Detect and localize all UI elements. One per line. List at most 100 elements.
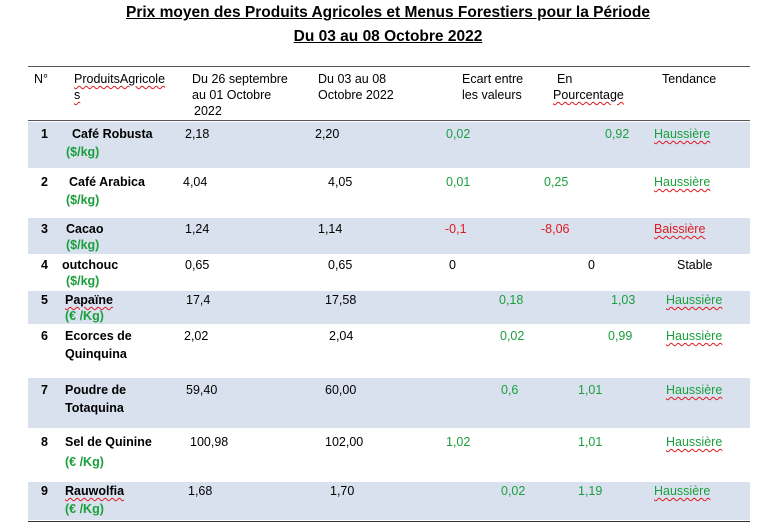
product-name: Sel de Quinine xyxy=(65,435,152,449)
current-price: 60,00 xyxy=(325,383,357,397)
row-number: 9 xyxy=(41,484,48,498)
price-gap: 1,02 xyxy=(446,435,471,449)
row-number: 1 xyxy=(41,127,48,141)
current-price: 1,14 xyxy=(318,222,343,236)
price-gap: 0,01 xyxy=(446,175,471,189)
trend-label: Haussière xyxy=(666,329,723,343)
product-name: Poudre de xyxy=(65,383,127,397)
percent-change: 1,01 xyxy=(578,435,603,449)
table-row: 2 Café Arabica ($/kg) 4,04 4,05 0,01 0,2… xyxy=(28,170,750,216)
price-gap: 0,02 xyxy=(500,329,525,343)
header-ecart: Ecart entre les valeurs xyxy=(462,71,523,103)
price-gap: 0,18 xyxy=(499,293,524,307)
header-current-period: Du 03 au 08 Octobre 2022 xyxy=(318,71,394,103)
header-bottom-border xyxy=(28,120,750,121)
table-row: 5 Papaïne (€ /Kg) 17,4 17,58 0,18 1,03 H… xyxy=(28,291,750,324)
product-unit: ($/kg) xyxy=(66,145,100,159)
trend-label: Baissière xyxy=(654,222,706,236)
current-price: 17,58 xyxy=(325,293,357,307)
header-previous-line3: 2022 xyxy=(194,104,222,118)
trend-label: Haussière xyxy=(666,293,723,307)
header-current-line2: Octobre 2022 xyxy=(318,88,394,102)
product-name: Café Arabica xyxy=(69,175,145,189)
percent-change: 0,25 xyxy=(544,175,569,189)
table-bottom-border xyxy=(28,521,750,522)
header-percent: En Pourcentage xyxy=(553,71,624,103)
product-name-line2: Totaquina xyxy=(65,401,124,415)
trend-label: Haussière xyxy=(654,484,711,498)
row-number: 4 xyxy=(41,258,48,272)
trend-label: Stable xyxy=(677,258,713,272)
report-period: Du 03 au 08 Octobre 2022 xyxy=(293,28,483,45)
product-unit: (€ /Kg) xyxy=(65,455,104,469)
trend-label: Haussière xyxy=(666,383,723,397)
percent-change: 1,19 xyxy=(578,484,603,498)
trend-label: Haussière xyxy=(654,127,711,141)
percent-change: 0 xyxy=(588,258,595,272)
product-name: Café Robusta xyxy=(72,127,153,141)
percent-change: 1,03 xyxy=(611,293,636,307)
product-unit: ($/kg) xyxy=(66,274,100,288)
previous-price: 59,40 xyxy=(186,383,218,397)
table-row: 4 outchouc ($/kg) 0,65 0,65 0 0 Stable xyxy=(28,256,750,289)
price-gap: 0 xyxy=(449,258,456,272)
header-num: N° xyxy=(34,72,49,86)
current-price: 102,00 xyxy=(325,435,364,449)
row-number: 5 xyxy=(41,293,48,307)
header-ecart-line1: Ecart entre xyxy=(462,72,524,86)
percent-change: 0,99 xyxy=(608,329,633,343)
current-price: 1,70 xyxy=(330,484,355,498)
product-unit: ($/kg) xyxy=(66,238,100,252)
header-ecart-line2: les valeurs xyxy=(462,88,522,102)
product-unit: ($/kg) xyxy=(66,193,100,207)
header-product-line2: s xyxy=(74,88,81,102)
header-previous-line1: Du 26 septembre xyxy=(192,72,288,86)
current-price: 2,04 xyxy=(329,329,354,343)
price-gap: 0,02 xyxy=(501,484,526,498)
row-number: 8 xyxy=(41,435,48,449)
previous-price: 17,4 xyxy=(186,293,211,307)
current-price: 4,05 xyxy=(328,175,353,189)
current-price: 0,65 xyxy=(328,258,353,272)
header-percent-line1: En xyxy=(557,72,573,86)
header-trend: Tendance xyxy=(662,72,717,86)
table-row: 3 Cacao ($/kg) 1,24 1,14 -0,1 -8,06 Bais… xyxy=(28,218,750,254)
product-name: Cacao xyxy=(66,222,104,236)
table-row: 9 Rauwolfia (€ /Kg) 1,68 1,70 0,02 1,19 … xyxy=(28,482,750,520)
header-percent-line2: Pourcentage xyxy=(553,88,624,102)
price-gap: 0,6 xyxy=(501,383,519,397)
product-unit: (€ /Kg) xyxy=(65,309,104,323)
current-price: 2,20 xyxy=(315,127,340,141)
product-name: outchouc xyxy=(62,258,119,272)
product-name: Papaïne xyxy=(65,293,113,307)
previous-price: 2,18 xyxy=(185,127,210,141)
header-product: ProduitsAgricole s xyxy=(74,71,165,103)
previous-price: 100,98 xyxy=(190,435,229,449)
row-number: 6 xyxy=(41,329,48,343)
table-row: 8 Sel de Quinine (€ /Kg) 100,98 102,00 1… xyxy=(28,430,750,480)
product-name-line2: Quinquina xyxy=(65,347,127,361)
table-row: 6 Ecorces de Quinquina 2,02 2,04 0,02 0,… xyxy=(28,326,750,376)
row-number: 3 xyxy=(41,222,48,236)
price-gap: -0,1 xyxy=(445,222,467,236)
product-name: Rauwolfia xyxy=(65,484,125,498)
row-number: 7 xyxy=(41,383,48,397)
product-unit: (€ /Kg) xyxy=(65,502,104,516)
report-title: Prix moyen des Produits Agricoles et Men… xyxy=(126,4,650,21)
table-top-border xyxy=(28,66,750,67)
percent-change: -8,06 xyxy=(541,222,570,236)
table-row: 1 Café Robusta ($/kg) 2,18 2,20 0,02 0,9… xyxy=(28,122,750,168)
header-product-line1: ProduitsAgricole xyxy=(74,72,166,86)
previous-price: 2,02 xyxy=(184,329,209,343)
trend-label: Haussière xyxy=(666,435,723,449)
product-name: Ecorces de xyxy=(65,329,132,343)
table-row: 7 Poudre de Totaquina 59,40 60,00 0,6 1,… xyxy=(28,378,750,428)
previous-price: 0,65 xyxy=(185,258,210,272)
header-previous-line2: au 01 Octobre xyxy=(192,88,272,102)
price-gap: 0,02 xyxy=(446,127,471,141)
row-number: 2 xyxy=(41,175,48,189)
percent-change: 1,01 xyxy=(578,383,603,397)
previous-price: 1,24 xyxy=(185,222,210,236)
trend-label: Haussière xyxy=(654,175,711,189)
previous-price: 4,04 xyxy=(183,175,208,189)
